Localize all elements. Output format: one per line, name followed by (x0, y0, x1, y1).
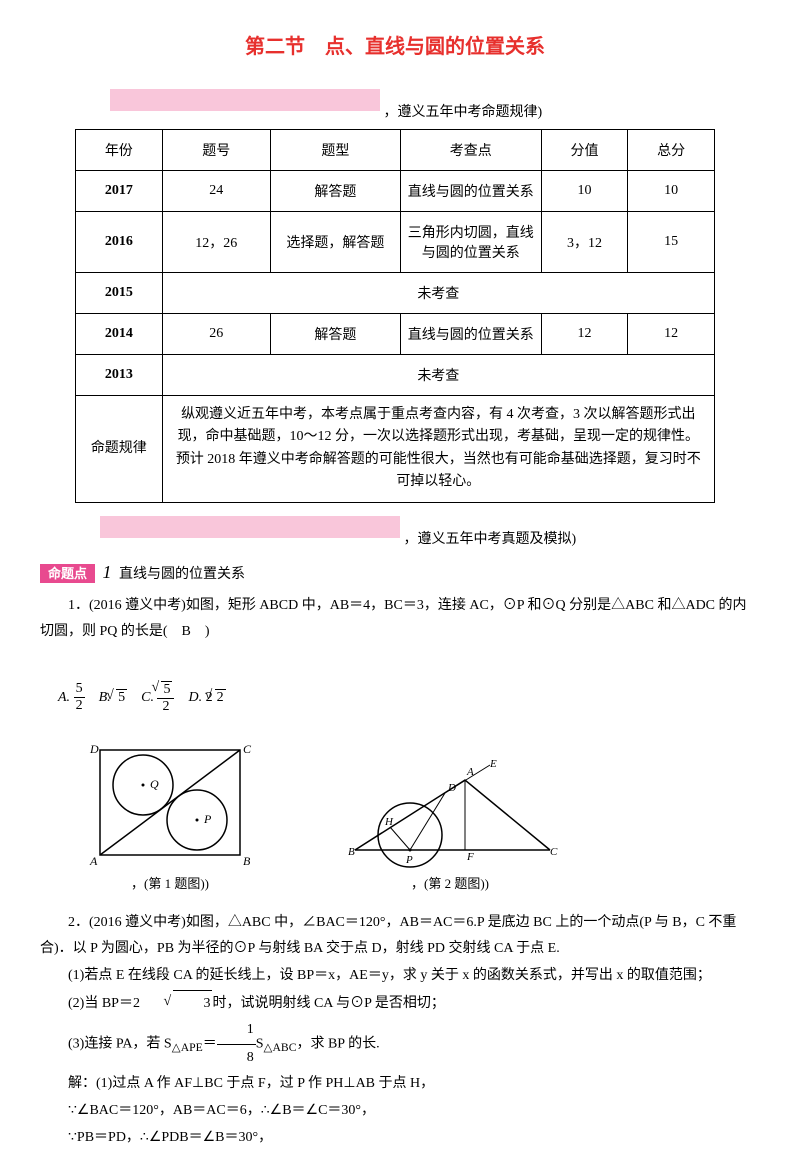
opt-a: A. (58, 690, 70, 705)
figures-row: Q P D C A B ，(第 1 题图)) B C P A E D H F (80, 740, 750, 892)
cell-point: 直线与圆的位置关系 (400, 171, 541, 212)
sqrt-5: 5 (114, 689, 127, 706)
cell-point: 三角形内切圆，直线与圆的位置关系 (400, 212, 541, 273)
cell-qnum: 24 (162, 171, 270, 212)
q2-p3-c: ，求 BP 的长. (296, 1036, 379, 1051)
svg-text:H: H (384, 816, 394, 828)
cell-point: 直线与圆的位置关系 (400, 314, 541, 355)
table-row: 2013 未考查 (76, 355, 715, 396)
svg-text:E: E (489, 758, 497, 770)
figure-2-svg: B C P A E D H F (340, 755, 560, 870)
q2-p3-b: ＝ (203, 1036, 217, 1051)
rule-label: 命题规律 (76, 396, 163, 503)
cell-qnum: 26 (162, 314, 270, 355)
opt-d: D. (188, 690, 202, 705)
sub-ape: △APE (172, 1041, 203, 1054)
topic-number-icon: 1 (103, 562, 112, 582)
svg-text:A: A (89, 854, 98, 868)
cell-year: 2015 (76, 273, 163, 314)
th-qnum: 题号 (162, 130, 270, 171)
fig1-caption: ，(第 1 题图)) (80, 873, 260, 892)
q1-options: A. 52 B. 5 C. 52 D. 22 (58, 681, 750, 715)
q2-p3: (3)连接 PA，若 S△APE＝18S△ABC，求 BP 的长. (40, 1017, 750, 1071)
sol-3: ∵PB＝PD，∴∠PDB＝∠B＝30°， (40, 1125, 750, 1151)
svg-text:B: B (243, 854, 251, 868)
cell-not-examined: 未考查 (162, 355, 714, 396)
note-text-1: ，遵义五年中考命题规律) (384, 105, 543, 120)
note-text-2: ，遵义五年中考真题及模拟) (404, 532, 577, 547)
cell-qtype: 解答题 (270, 314, 400, 355)
svg-text:D: D (447, 782, 456, 794)
svg-text:P: P (405, 854, 413, 866)
table-row: 2017 24 解答题 直线与圆的位置关系 10 10 (76, 171, 715, 212)
cell-qtype: 解答题 (270, 171, 400, 212)
th-point: 考查点 (400, 130, 541, 171)
frac-5-2: 52 (74, 681, 85, 714)
cell-year: 2017 (76, 171, 163, 212)
q2-text: 2．(2016 遵义中考)如图，△ABC 中，∠BAC＝120°，AB＝AC＝6… (40, 910, 750, 963)
highlight-bar-1 (110, 89, 380, 111)
table-row: 2016 12，26 选择题，解答题 三角形内切圆，直线与圆的位置关系 3，12… (76, 212, 715, 273)
sol-1: 解：(1)过点 A 作 AF⊥BC 于点 F，过 P 作 PH⊥AB 于点 H， (40, 1071, 750, 1098)
topic-line: 命题点 1 直线与圆的位置关系 (40, 562, 750, 583)
table-header-row: 年份 题号 题型 考查点 分值 总分 (76, 130, 715, 171)
figure-1: Q P D C A B ，(第 1 题图)) (80, 740, 260, 892)
svg-text:P: P (203, 812, 212, 826)
highlight-bar-2 (100, 516, 400, 538)
cell-qtype: 选择题，解答题 (270, 212, 400, 273)
th-qtype: 题型 (270, 130, 400, 171)
cell-total: 12 (628, 314, 715, 355)
exam-table: 年份 题号 题型 考查点 分值 总分 2017 24 解答题 直线与圆的位置关系… (75, 129, 715, 503)
svg-text:A: A (466, 766, 474, 778)
cell-score: 10 (541, 171, 628, 212)
cell-score: 12 (541, 314, 628, 355)
table-row: 2015 未考查 (76, 273, 715, 314)
sol-2: ∵∠BAC＝120°，AB＝AC＝6，∴∠B＝∠C＝30°， (40, 1098, 750, 1125)
th-total: 总分 (628, 130, 715, 171)
figure-1-svg: Q P D C A B (80, 740, 260, 870)
topic-label: 直线与圆的位置关系 (119, 567, 245, 582)
table-rule-row: 命题规律 纵观遵义近五年中考，本考点属于重点考查内容，有 4 次考查，3 次以解… (76, 396, 715, 503)
figure-2: B C P A E D H F ，(第 2 题图)) (340, 755, 560, 892)
rule-text: 纵观遵义近五年中考，本考点属于重点考查内容，有 4 次考查，3 次以解答题形式出… (162, 396, 714, 503)
fig2-caption: ，(第 2 题图)) (340, 873, 560, 892)
note-row-2: ，遵义五年中考真题及模拟) (40, 511, 750, 548)
svg-text:F: F (466, 851, 474, 863)
th-year: 年份 (76, 130, 163, 171)
th-score: 分值 (541, 130, 628, 171)
cell-total: 10 (628, 171, 715, 212)
svg-text:C: C (550, 846, 558, 858)
cell-qnum: 12，26 (162, 212, 270, 273)
svg-text:Q: Q (150, 777, 159, 791)
frac-sqrt5-2: 52 (157, 681, 174, 715)
cell-score: 3，12 (541, 212, 628, 273)
sqrt-2: 2 (213, 689, 226, 706)
cell-total: 15 (628, 212, 715, 273)
q1-text: 1．(2016 遵义中考)如图，矩形 ABCD 中，AB＝4，BC＝3，连接 A… (40, 593, 750, 646)
topic-badge: 命题点 (40, 564, 95, 583)
q2-p3-a: (3)连接 PA，若 S (68, 1036, 172, 1051)
svg-text:B: B (348, 846, 355, 858)
cell-year: 2014 (76, 314, 163, 355)
cell-not-examined: 未考查 (162, 273, 714, 314)
frac-1-8: 18 (217, 1017, 256, 1071)
cell-year: 2016 (76, 212, 163, 273)
svg-text:D: D (89, 742, 99, 756)
q2-p2: (2)当 BP＝2 3时，试说明射线 CA 与⊙P 是否相切； (40, 990, 750, 1018)
cell-year: 2013 (76, 355, 163, 396)
table-row: 2014 26 解答题 直线与圆的位置关系 12 12 (76, 314, 715, 355)
svg-text:C: C (243, 742, 252, 756)
q2-p1: (1)若点 E 在线段 CA 的延长线上，设 BP＝x，AE＝y，求 y 关于 … (40, 963, 750, 990)
note-row-1: ，遵义五年中考命题规律) (40, 84, 750, 121)
sub-abc: △ABC (264, 1041, 297, 1054)
page-title: 第二节 点、直线与圆的位置关系 (40, 30, 750, 59)
